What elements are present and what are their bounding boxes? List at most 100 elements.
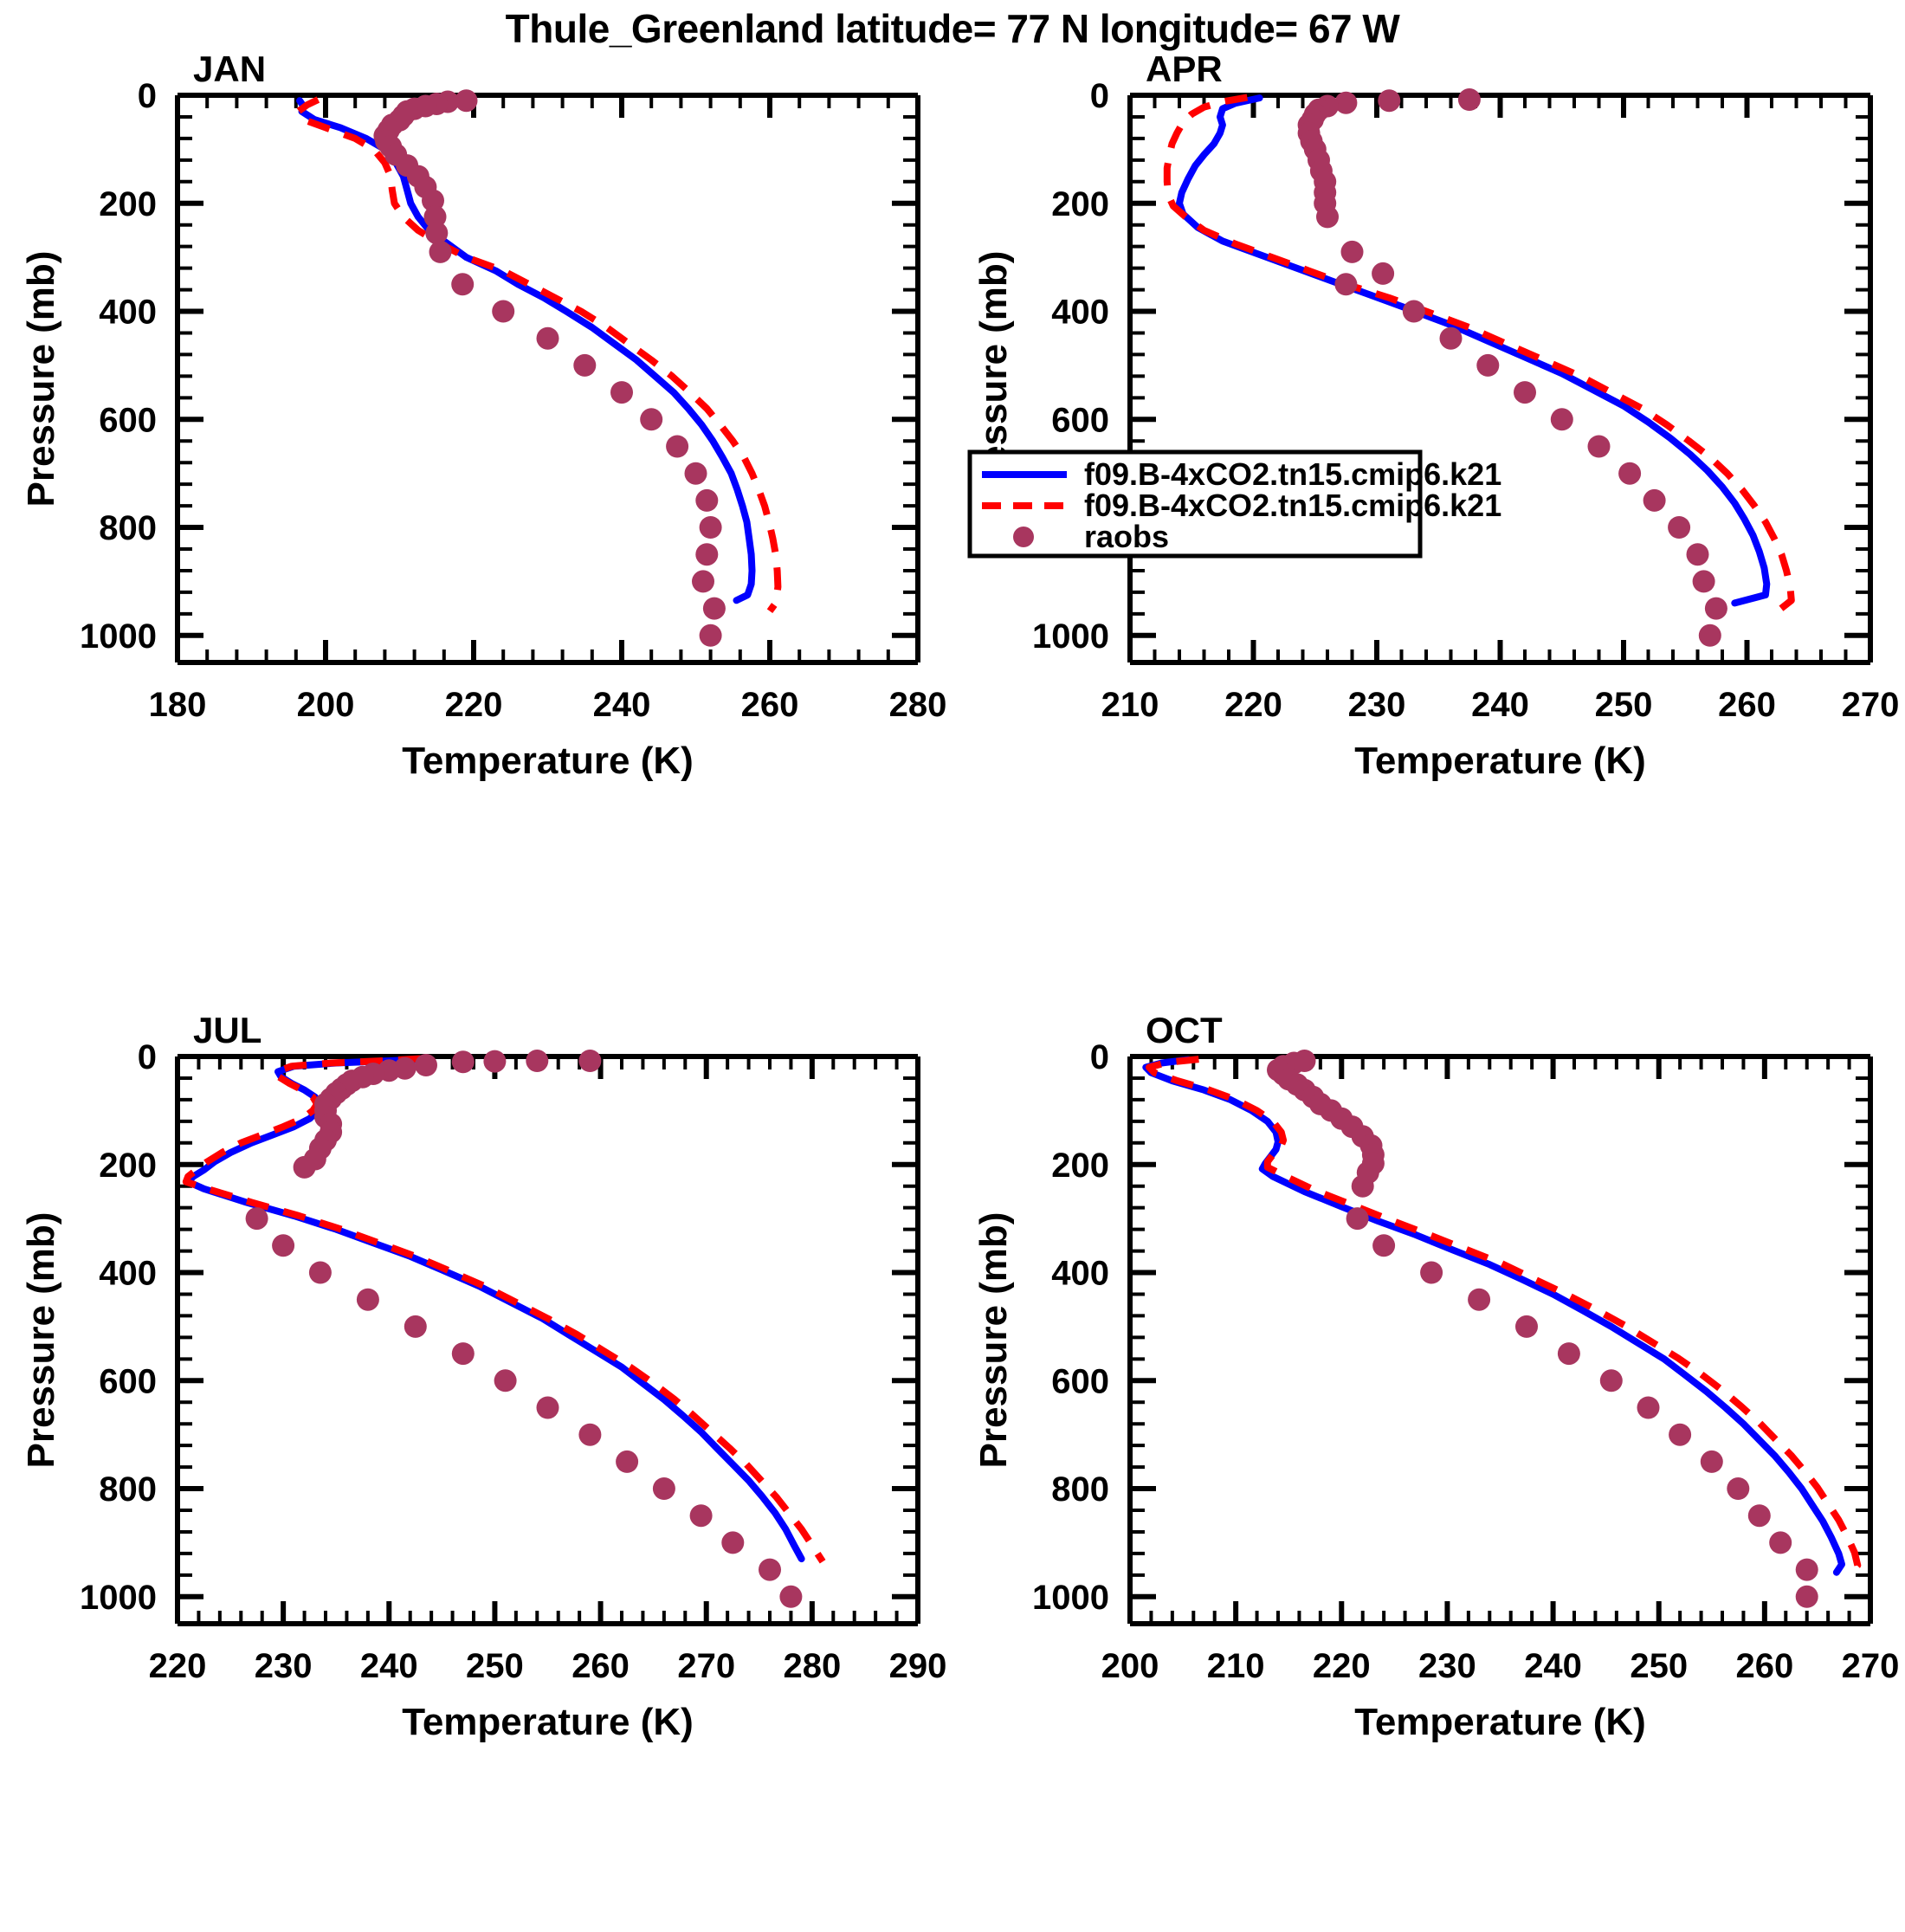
y-tick-label: 600 — [1051, 401, 1109, 439]
legend-swatch-marker — [1013, 527, 1034, 547]
obs-marker — [699, 624, 722, 647]
obs-marker — [1378, 89, 1401, 113]
obs-marker — [1704, 597, 1727, 620]
obs-marker — [1727, 1477, 1750, 1500]
panel-apr: 21022023024025026027002004006008001000AP… — [953, 35, 1905, 953]
x-tick-label: 280 — [783, 1647, 841, 1685]
obs-marker — [1618, 462, 1642, 485]
obs-marker — [536, 1396, 559, 1419]
series-line-solid — [296, 97, 756, 604]
x-tick-label: 260 — [572, 1647, 630, 1685]
obs-marker — [578, 1423, 602, 1446]
obs-marker — [245, 1207, 268, 1231]
obs-marker — [1515, 1315, 1538, 1338]
obs-marker — [1698, 624, 1721, 647]
panel-jul: 220 230 240 250 260 270 280 290 0 200 400 600 800 100… — [0, 996, 953, 1914]
obs-marker — [1346, 1207, 1369, 1231]
obs-marker — [640, 408, 663, 431]
observation-markers — [1267, 1050, 1818, 1608]
x-tick-label: 250 — [466, 1647, 524, 1685]
figure-title: Thule_Greenland latitude= 77 N longitude… — [505, 6, 1400, 51]
obs-marker — [1420, 1261, 1443, 1284]
obs-marker — [1747, 1504, 1771, 1528]
panel-jan: 180 200 220 240 260 280 0 200 400 600 800 1000 JAN Te… — [0, 35, 953, 953]
x-tick-label: 290 — [889, 1647, 947, 1685]
obs-marker — [1514, 381, 1536, 404]
obs-marker — [1476, 353, 1500, 377]
obs-marker — [1334, 91, 1358, 114]
x-tick-label: 220 — [445, 686, 503, 724]
obs-marker — [1587, 435, 1611, 458]
x-tick-label: 260 — [1735, 1647, 1793, 1685]
x-tick-label: 230 — [1418, 1647, 1476, 1685]
obs-marker — [1316, 205, 1339, 229]
x-tick-label: 200 — [297, 686, 355, 724]
y-tick-label: 1000 — [1032, 1579, 1109, 1617]
obs-marker — [1599, 1369, 1623, 1392]
panel-apr-svg: 21022023024025026027002004006008001000AP… — [967, 48, 1899, 782]
x-tick-label: 220 — [149, 1647, 207, 1685]
series-line-dashed — [294, 96, 782, 614]
obs-marker — [1643, 488, 1666, 512]
obs-marker — [1351, 1174, 1374, 1198]
panel-month-label: OCT — [1146, 1010, 1223, 1050]
legend-label: raobs — [1084, 519, 1169, 554]
series-line-dashed — [1146, 1056, 1862, 1577]
x-tick-label: 180 — [149, 686, 207, 724]
panel-month-label: APR — [1146, 48, 1223, 89]
y-tick-label: 600 — [99, 1362, 157, 1400]
y-tick-label: 800 — [99, 509, 157, 547]
y-tick-label: 200 — [99, 1147, 157, 1185]
observation-markers — [245, 1050, 803, 1608]
obs-marker — [573, 353, 597, 377]
y-tick-label: 1000 — [80, 617, 157, 656]
x-tick-label: 240 — [1524, 1647, 1582, 1685]
panel-oct: 200 210 220 230 240 250 260 270 0 200 400 600 800 100… — [953, 996, 1905, 1914]
x-tick-label: 230 — [1348, 686, 1406, 724]
obs-marker — [451, 1342, 475, 1366]
obs-marker — [451, 1050, 475, 1074]
obs-marker — [578, 1050, 602, 1072]
series-line-solid — [184, 1056, 805, 1563]
y-tick-label: 200 — [1051, 1147, 1109, 1185]
obs-marker — [415, 1054, 437, 1076]
x-tick-label: 250 — [1595, 686, 1653, 724]
x-tick-label: 200 — [1101, 1647, 1159, 1685]
series-line-dashed — [1163, 94, 1795, 614]
obs-marker — [759, 1558, 781, 1581]
x-tick-label: 250 — [1630, 1647, 1688, 1685]
obs-marker — [684, 462, 707, 485]
obs-marker — [779, 1585, 803, 1608]
obs-marker — [429, 240, 452, 263]
x-tick-label: 280 — [889, 686, 947, 724]
obs-marker — [451, 273, 475, 296]
obs-marker — [423, 205, 447, 229]
obs-marker — [702, 597, 726, 620]
obs-marker — [721, 1531, 745, 1554]
y-tick-label: 1000 — [80, 1579, 157, 1617]
obs-marker — [689, 1504, 713, 1528]
y-tick-label: 0 — [1090, 1038, 1109, 1076]
obs-marker — [526, 1050, 549, 1072]
x-axis-label: Temperature (K) — [1354, 1701, 1646, 1743]
obs-marker — [455, 89, 478, 113]
obs-marker — [1669, 1423, 1692, 1446]
y-tick-label: 200 — [1051, 185, 1109, 223]
x-tick-label: 270 — [677, 1647, 735, 1685]
obs-marker — [666, 435, 689, 458]
y-tick-label: 200 — [99, 185, 157, 223]
obs-marker — [404, 1315, 427, 1338]
obs-marker — [492, 300, 515, 323]
x-tick-label: 240 — [593, 686, 651, 724]
y-tick-label: 800 — [99, 1470, 157, 1509]
obs-marker — [1550, 408, 1573, 431]
y-axis-label: Pressure (mb) — [20, 251, 62, 507]
obs-marker — [1468, 1288, 1491, 1311]
obs-marker — [1692, 570, 1715, 593]
panel-month-label: JAN — [193, 48, 266, 89]
obs-marker — [293, 1155, 316, 1179]
obs-marker — [1795, 1585, 1818, 1608]
panel-jan-svg: 180 200 220 240 260 280 0 200 400 600 800 1000 JAN Te… — [20, 48, 947, 782]
x-axis-label: Temperature (K) — [402, 1701, 694, 1743]
obs-marker — [308, 1261, 332, 1284]
